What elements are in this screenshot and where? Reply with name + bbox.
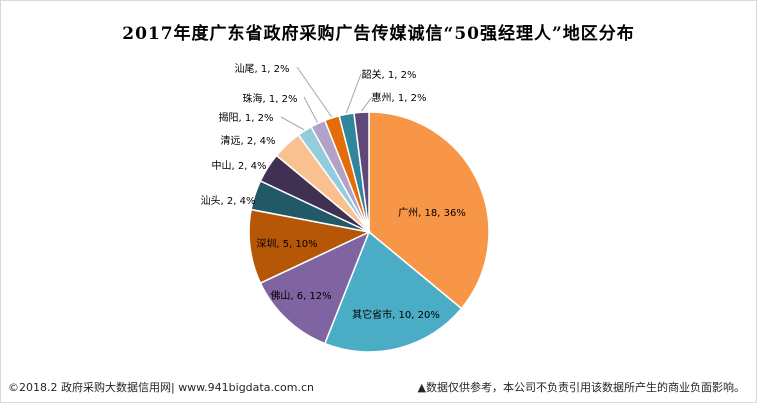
- data-label-清远: 清远, 2, 4%: [221, 134, 276, 147]
- leader-line-惠州: [360, 96, 373, 112]
- pie-slice-佛山: [259, 230, 371, 345]
- data-label-中山: 中山, 2, 4%: [212, 159, 267, 172]
- data-label-汕头: 汕头, 2, 4%: [201, 195, 256, 207]
- leader-lines: [280, 66, 373, 131]
- pie-slice-其它省市: [323, 230, 463, 353]
- pie-slice-深圳: [248, 208, 372, 285]
- leader-line-韶关: [345, 73, 362, 114]
- data-labels: 广州, 18, 36% 其它省市, 10, 20% 佛山, 6, 12% 深圳, 5,…: [201, 63, 466, 321]
- data-label-汕尾: 汕尾, 1, 2%: [235, 63, 290, 75]
- leader-line-珠海: [303, 96, 318, 123]
- data-label-揭阳: 揭阳, 1, 2%: [219, 111, 274, 124]
- footer-disclaimer: ▲数据仅供参考，本公司不负责引用该数据所产生的商业负面影响。: [417, 381, 745, 394]
- data-label-广州: 广州, 18, 36%: [398, 207, 466, 219]
- data-label-珠海: 珠海, 1, 2%: [243, 92, 298, 105]
- footer-copyright: ©2018.2 政府采购大数据信用网| www.941bigdata.com.c…: [8, 381, 314, 394]
- pie-slices: [248, 111, 490, 353]
- data-label-佛山: 佛山, 6, 12%: [270, 289, 331, 302]
- pie-slice-惠州: [353, 111, 370, 233]
- data-label-惠州: 惠州, 1, 2%: [372, 91, 427, 104]
- data-label-其它省市: 其它省市, 10, 20%: [352, 308, 440, 321]
- pie-slice-广州: [368, 111, 490, 310]
- chart-title: 2017年度广东省政府采购广告传媒诚信“50强经理人”地区分布: [122, 24, 635, 44]
- data-label-韶关: 韶关, 1, 2%: [362, 68, 417, 81]
- data-label-深圳: 深圳, 5, 10%: [256, 238, 317, 250]
- leader-line-汕尾: [296, 66, 333, 118]
- leader-line-揭阳: [280, 116, 305, 131]
